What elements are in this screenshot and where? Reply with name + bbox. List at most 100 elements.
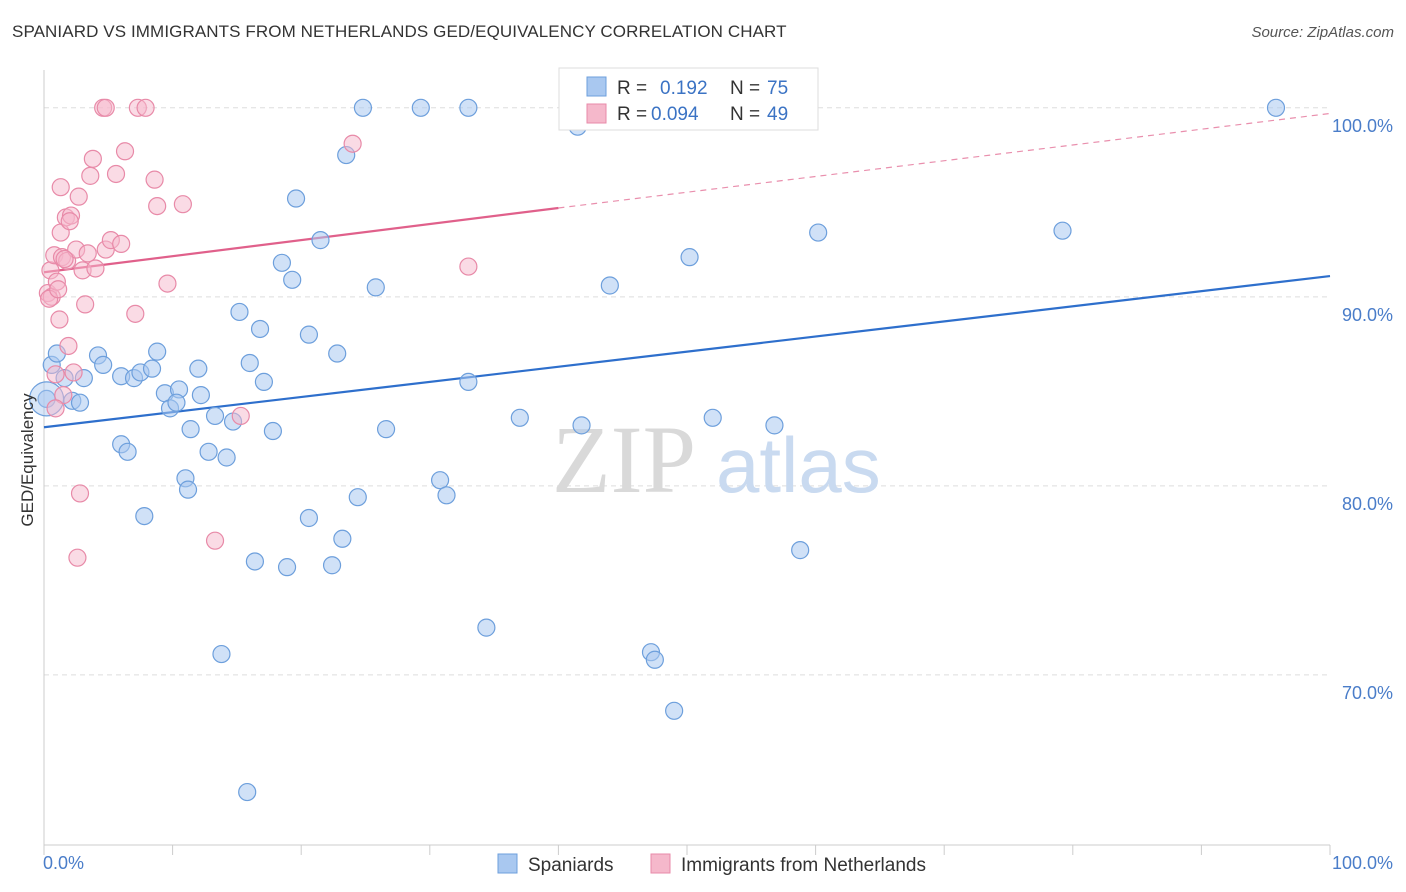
stats-n-label-blue: N =	[730, 78, 760, 99]
data-point-spaniards	[376, 420, 396, 439]
data-point-spaniards	[572, 416, 591, 435]
data-point-netherlands	[459, 257, 478, 276]
data-point-spaniards	[333, 529, 352, 548]
data-point-netherlands	[126, 304, 145, 323]
y-axis-label: GED/Equivalency	[18, 393, 37, 527]
x-tick-label-min: 0.0%	[43, 853, 84, 873]
data-point-netherlands	[76, 295, 95, 314]
data-point-spaniards	[283, 270, 302, 289]
stats-r-value-pink: 0.094	[651, 104, 699, 125]
data-point-netherlands	[158, 274, 177, 293]
data-point-spaniards	[286, 189, 306, 208]
data-point-spaniards	[199, 442, 218, 461]
stats-box: R = 0.192 N = 75 R = 0.094 N = 49	[558, 67, 819, 131]
data-point-spaniards	[311, 231, 330, 250]
data-point-netherlands	[60, 212, 79, 231]
stats-r-label-blue: R =	[617, 78, 647, 99]
netherlands-points	[38, 98, 478, 567]
data-point-netherlands	[86, 259, 105, 278]
data-point-netherlands	[69, 187, 88, 206]
data-point-spaniards	[217, 448, 236, 467]
legend-swatch-spaniards	[497, 853, 518, 874]
stats-n-value-pink: 49	[767, 104, 788, 125]
data-point-netherlands	[83, 149, 102, 168]
data-point-spaniards	[348, 488, 367, 507]
data-point-spaniards	[254, 372, 274, 391]
y-tick-label: 70.0%	[1342, 683, 1393, 703]
data-point-netherlands	[55, 249, 74, 269]
data-point-netherlands	[173, 195, 192, 214]
data-point-netherlands	[70, 484, 90, 503]
data-point-spaniards	[135, 506, 154, 526]
data-point-spaniards	[353, 98, 373, 117]
data-point-spaniards	[322, 556, 342, 575]
stats-n-value-blue: 75	[767, 78, 788, 99]
data-point-netherlands	[145, 170, 164, 189]
trend-line-netherlands-extension	[558, 112, 1331, 209]
data-point-spaniards	[703, 408, 722, 427]
data-point-spaniards	[459, 98, 478, 117]
data-point-netherlands	[49, 280, 68, 299]
stats-r-label-pink: R =	[617, 104, 647, 125]
legend-label-netherlands: Immigrants from Netherlands	[681, 855, 926, 876]
data-point-spaniards	[230, 302, 249, 322]
x-tick-label-max: 100.0%	[1332, 853, 1393, 873]
data-point-netherlands	[64, 363, 83, 382]
data-point-netherlands	[81, 166, 100, 185]
data-point-spaniards	[1266, 98, 1286, 117]
data-point-spaniards	[142, 359, 162, 378]
data-point-netherlands	[112, 234, 131, 254]
chart-title: SPANIARD VS IMMIGRANTS FROM NETHERLANDS …	[12, 22, 787, 41]
data-point-netherlands	[96, 98, 115, 117]
data-point-spaniards	[600, 276, 619, 295]
data-point-spaniards	[680, 248, 699, 267]
watermark-atlas: atlas	[716, 421, 881, 509]
data-point-spaniards	[272, 253, 292, 272]
data-point-spaniards	[205, 406, 225, 426]
source-credit: Source: ZipAtlas.com	[1251, 24, 1394, 41]
legend-label-spaniards: Spaniards	[528, 855, 614, 876]
data-point-spaniards	[70, 393, 90, 412]
gridlines	[44, 107, 1330, 676]
stats-swatch-blue	[586, 76, 607, 97]
data-point-netherlands	[106, 164, 126, 184]
trend-line-netherlands	[43, 206, 559, 274]
data-point-spaniards	[299, 508, 319, 528]
data-point-netherlands	[46, 399, 65, 418]
data-point-netherlands	[136, 98, 155, 117]
y-tick-labels: 70.0% 80.0% 90.0% 100.0%	[1332, 116, 1393, 703]
data-point-spaniards	[765, 416, 784, 435]
y-tick-label: 80.0%	[1342, 494, 1393, 514]
data-point-spaniards	[277, 558, 297, 577]
data-point-spaniards	[1053, 221, 1072, 240]
data-point-netherlands	[78, 244, 97, 263]
data-point-spaniards	[240, 353, 259, 373]
data-point-netherlands	[148, 196, 167, 216]
data-point-netherlands	[51, 178, 70, 197]
data-point-spaniards	[299, 325, 319, 344]
data-point-spaniards	[809, 223, 828, 242]
data-point-netherlands	[205, 531, 225, 550]
data-point-spaniards	[791, 541, 810, 560]
data-point-spaniards	[94, 355, 113, 374]
data-point-spaniards	[167, 393, 186, 412]
data-point-spaniards	[250, 319, 270, 339]
stats-r-value-blue: 0.192	[660, 78, 708, 99]
data-point-spaniards	[645, 650, 664, 669]
data-point-spaniards	[430, 471, 450, 490]
y-tick-label: 90.0%	[1342, 305, 1393, 325]
stats-n-label-pink: N =	[730, 104, 760, 125]
data-point-spaniards	[459, 372, 478, 391]
data-point-spaniards	[181, 420, 200, 439]
spaniards-points	[28, 98, 1286, 802]
legend[interactable]: Spaniards Immigrants from Netherlands	[497, 853, 926, 876]
trend-lines	[43, 112, 1331, 429]
data-point-spaniards	[477, 618, 496, 637]
data-point-netherlands	[343, 134, 362, 153]
data-point-netherlands	[50, 310, 69, 329]
data-point-netherlands	[46, 365, 65, 384]
data-point-spaniards	[191, 386, 210, 405]
data-point-spaniards	[263, 421, 283, 441]
data-point-spaniards	[245, 552, 265, 571]
